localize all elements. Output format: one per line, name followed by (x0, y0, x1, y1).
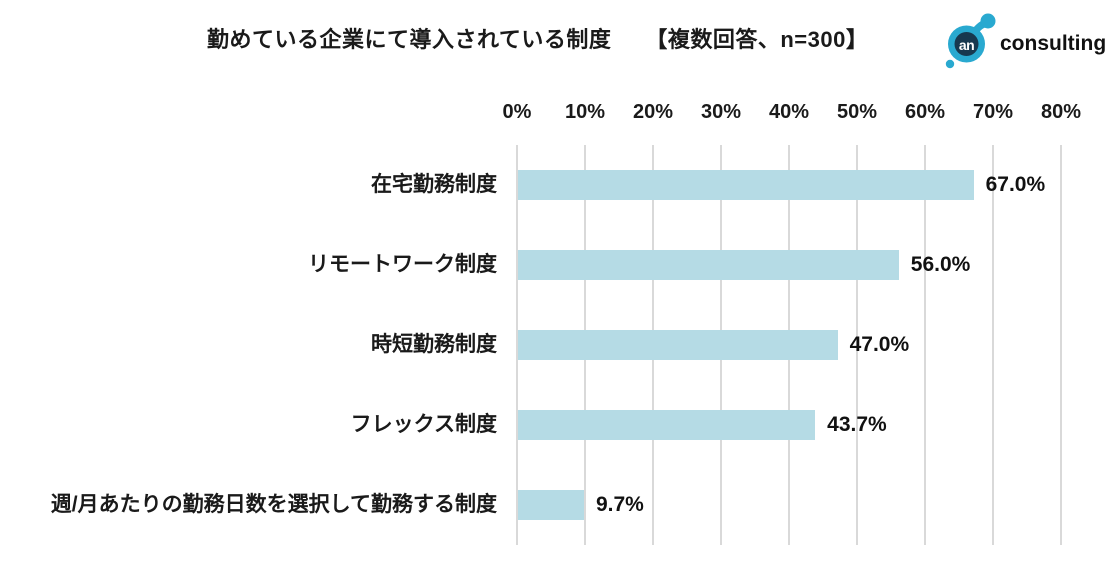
plot-area: 0% 10% 20% 30% 40% 50% 60% 70% 80% 在宅勤務制度 67.0% リモ… (51, 101, 1081, 545)
value-label: 47.0% (849, 333, 910, 356)
chart-title-text: 勤めている企業にて導入されている制度 (207, 27, 612, 52)
x-axis-tick-label: 70% (972, 101, 1014, 123)
x-axis-tick-label: 80% (1040, 101, 1082, 123)
bar-row: リモートワーク制度 56.0% (308, 225, 1063, 305)
gridline (516, 145, 518, 545)
bar-row: 時短勤務制度 47.0% (371, 305, 1063, 385)
category-label: リモートワーク制度 (308, 253, 497, 276)
logo-mark-text: an (959, 37, 974, 53)
x-axis-tick-label: 40% (768, 101, 810, 123)
bar (518, 330, 838, 360)
gridline (856, 145, 858, 545)
bar-row: 週/月あたりの勤務日数を選択して勤務する制度 9.7% (51, 465, 1063, 545)
category-label: 在宅勤務制度 (371, 173, 497, 196)
x-axis-tick-label: 30% (700, 101, 742, 123)
bar (518, 170, 974, 200)
bar-row: 在宅勤務制度 67.0% (371, 145, 1063, 225)
bar (518, 490, 584, 520)
category-label: フレックス制度 (350, 413, 497, 436)
x-axis-tick-label: 10% (564, 101, 606, 123)
value-label: 67.0% (985, 173, 1046, 196)
x-axis-tick-label: 60% (904, 101, 946, 123)
value-label: 56.0% (910, 253, 971, 276)
x-axis-tick-label: 0% (502, 101, 532, 123)
company-logo: an consulting (943, 6, 1108, 70)
value-label: 9.7% (595, 493, 644, 516)
chart-title: 勤めている企業にて導入されている制度 【複数回答、n=300】 (207, 22, 868, 54)
logo-mark-icon: an (945, 13, 996, 69)
x-axis-tick-label: 50% (836, 101, 878, 123)
bar (518, 410, 816, 440)
chart-title-note: 【複数回答、n=300】 (645, 27, 869, 52)
value-label: 43.7% (827, 413, 887, 436)
gridline (924, 145, 926, 545)
category-label: 時短勤務制度 (371, 333, 497, 356)
category-label: 週/月あたりの勤務日数を選択して勤務する制度 (50, 493, 497, 516)
bar (518, 250, 899, 280)
gridline (1060, 145, 1062, 545)
gridline (992, 145, 994, 545)
logo-wordmark: consulting (1000, 32, 1107, 55)
bar-row: フレックス制度 43.7% (351, 385, 1063, 465)
x-axis-tick-label: 20% (632, 101, 674, 123)
